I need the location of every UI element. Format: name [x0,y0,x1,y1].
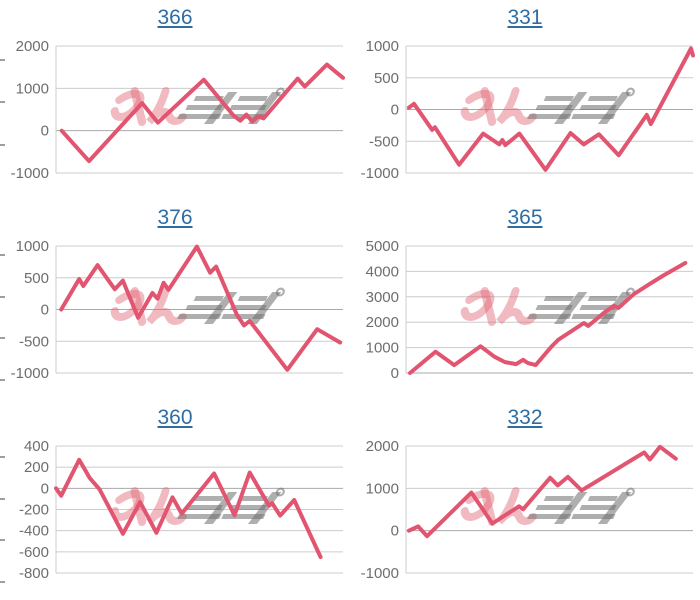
y-tick-label: -1000 [11,365,49,382]
series-line [408,261,688,375]
y-tick-label: -200 [19,502,49,519]
y-tick-label: -600 [19,544,49,561]
machine-number-link[interactable]: 331 [507,6,543,29]
y-tick-label: -1000 [361,565,399,582]
line-chart: 2000 1000 0 -1000 [361,438,693,582]
y-tick-label: 2000 [366,314,399,331]
line-chart: 5000 4000 3000 2000 1000 0 [366,238,693,382]
y-tick-label: -1000 [11,165,49,182]
minrepo-watermark-icon [460,287,635,326]
y-tick-label: 500 [24,270,49,287]
chart-panel-332: 332 2000 1000 0 -1000 [350,400,700,600]
y-tick-label: 2000 [16,38,49,55]
series-line [406,444,678,539]
y-tick-label: -500 [19,333,49,350]
line-chart: 400 200 0 -200 -400 -600 -800 [0,438,343,583]
y-tick-label: 1000 [16,80,49,97]
machine-number-link[interactable]: 332 [507,406,543,429]
series-line [406,46,695,172]
y-tick-label: 1000 [16,238,49,255]
y-tick-label: 0 [41,302,49,319]
line-chart: 2000 1000 0 -1000 [0,38,345,182]
y-tick-label: -1000 [361,165,399,182]
machine-number-link[interactable]: 365 [507,206,543,229]
y-tick-label: 3000 [366,289,399,306]
y-tick-label: 4000 [366,263,399,280]
chart-panel-376: 376 1000 500 0 -500 -1000 [0,200,350,400]
machine-number-link[interactable]: 366 [157,6,193,29]
y-tick-label: 0 [391,102,399,119]
y-tick-label: 0 [41,123,49,140]
chart-panel-331: 331 1000 500 0 -500 -1000 [350,0,700,200]
machine-number-link[interactable]: 360 [157,406,193,429]
machine-number-link[interactable]: 376 [157,206,193,229]
y-tick-label: -500 [369,133,399,150]
minrepo-watermark-icon [460,87,635,126]
y-tick-label: 1000 [366,480,399,497]
series-line [54,457,323,560]
y-tick-label: 500 [374,70,399,87]
y-tick-label: 200 [24,459,49,476]
series-line [59,62,345,164]
y-tick-label: 1000 [366,38,399,55]
y-tick-label: 1000 [366,340,399,357]
chart-panel-365: 365 5000 4000 3000 2000 1000 0 [350,200,700,400]
y-tick-label: 0 [391,365,399,382]
y-tick-label: 5000 [366,238,399,255]
y-tick-label: 400 [24,438,49,455]
y-tick-label: 2000 [366,438,399,455]
y-tick-label: 0 [41,480,49,497]
y-tick-label: -400 [19,523,49,540]
y-tick-label: 0 [391,523,399,540]
minrepo-watermark-icon [460,487,635,526]
y-tick-label: -800 [19,565,49,582]
line-chart: 1000 500 0 -500 -1000 [0,238,343,382]
chart-panel-366: 366 2000 1000 0 -1000 [0,0,350,200]
line-chart: 1000 500 0 -500 -1000 [361,38,695,182]
chart-panel-360: 360 400 200 0 -200 -400 -600 -800 [0,400,350,600]
series-line [59,244,343,372]
